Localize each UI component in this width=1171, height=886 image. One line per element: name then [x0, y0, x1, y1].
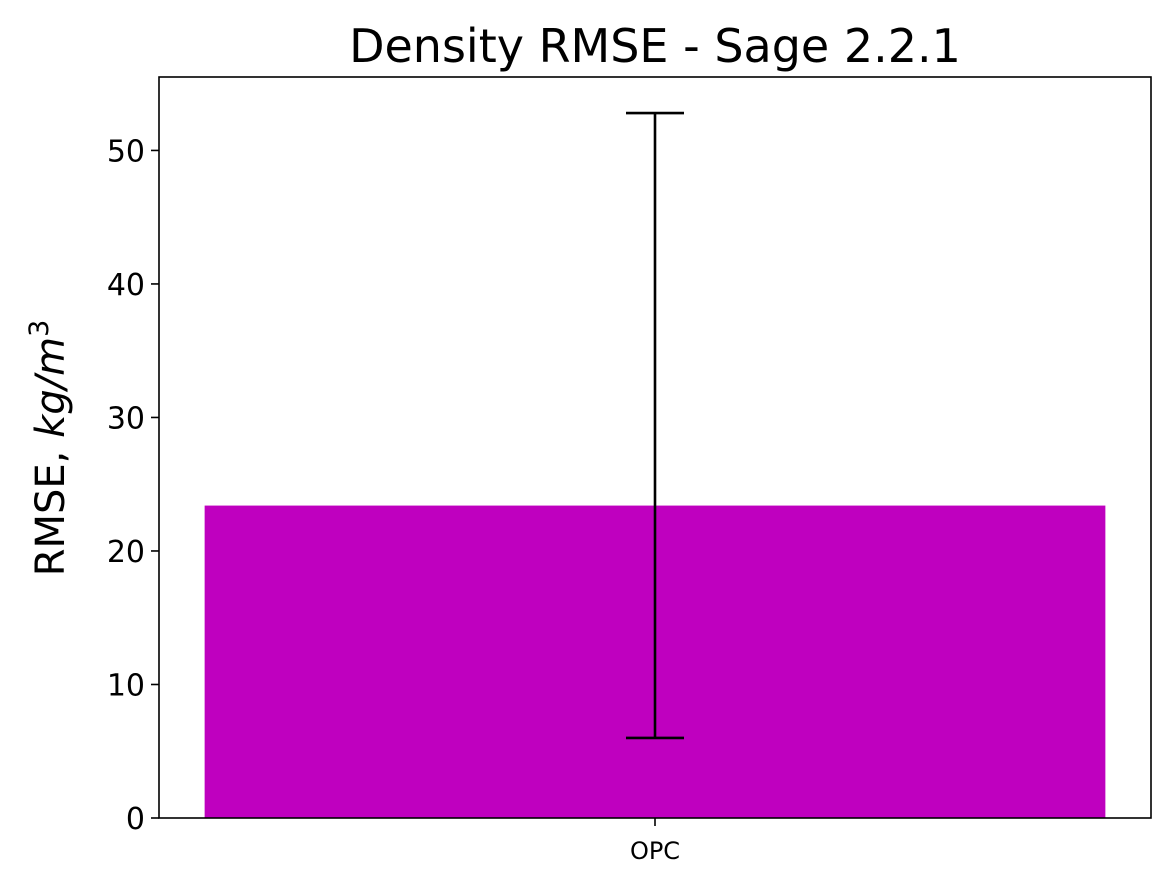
- y-tick-label: 20: [107, 535, 145, 570]
- x-axis: OPC: [630, 818, 680, 865]
- y-tick-label: 40: [107, 268, 145, 303]
- y-tick-label: 30: [107, 401, 145, 436]
- y-axis-label: RMSE, kg/m3: [24, 320, 74, 577]
- plot-area: [204, 111, 1106, 818]
- y-axis-label-prefix: RMSE,: [28, 438, 74, 576]
- y-axis-label-unit: kg/m: [28, 337, 74, 438]
- y-axis: 0 10 20 30 40 50: [107, 134, 159, 837]
- y-tick-label: 0: [126, 802, 145, 837]
- y-tick-label: 10: [107, 668, 145, 703]
- y-tick-label: 50: [107, 134, 145, 169]
- x-tick-label: OPC: [630, 837, 680, 865]
- chart-title: Density RMSE - Sage 2.2.1: [349, 19, 961, 73]
- y-axis-label-exponent: 3: [24, 320, 55, 337]
